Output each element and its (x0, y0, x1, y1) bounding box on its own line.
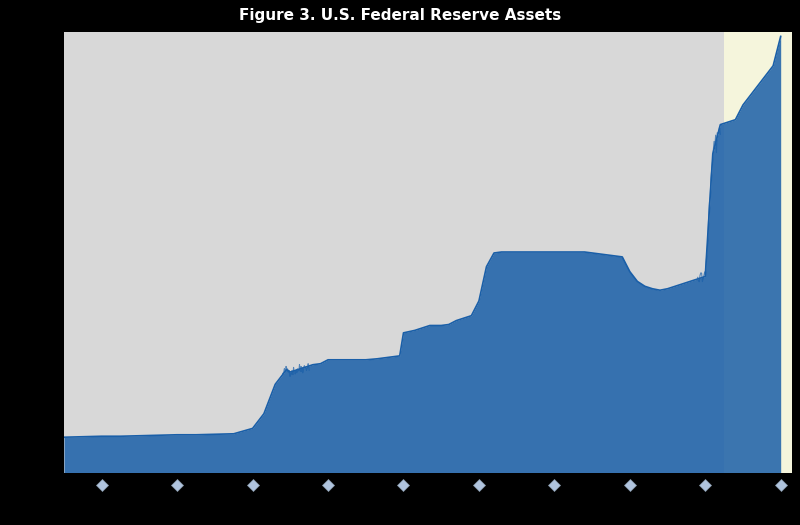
Bar (724, 32, 799, 473)
Text: Figure 3. U.S. Federal Reserve Assets: Figure 3. U.S. Federal Reserve Assets (239, 8, 561, 23)
